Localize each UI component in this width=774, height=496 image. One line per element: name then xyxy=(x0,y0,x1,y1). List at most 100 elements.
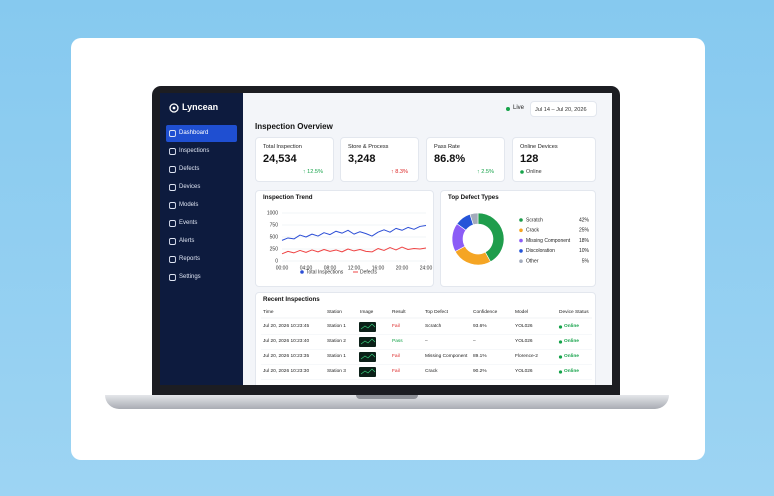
logo-icon xyxy=(169,103,179,113)
chart xyxy=(506,107,510,111)
chart: 0 250 500 750 1000 00:00 04:00 08:00 12:00 16:00 2… xyxy=(267,210,433,275)
stat-change: ↑ 8.3% xyxy=(390,169,408,175)
legend-label: Discoloration xyxy=(526,248,555,254)
table-cell: Online xyxy=(564,354,579,359)
thumbnail xyxy=(359,352,376,362)
nav-item[interactable]: Defects xyxy=(166,161,237,178)
thumbnail xyxy=(359,337,376,347)
table-title: Recent Inspections xyxy=(263,296,320,303)
line-chart-card: Inspection Trend 0 250 500 750 1000 00:00 04:00… xyxy=(255,190,434,287)
table-cell: Crack xyxy=(425,369,438,374)
x-tick-label: 20:00 xyxy=(396,265,409,271)
chart-title: Top Defect Types xyxy=(448,194,499,201)
stat-change: ↑ 2.5% xyxy=(476,169,494,175)
nav-item[interactable]: Settings xyxy=(166,269,237,286)
status-dot xyxy=(520,170,524,174)
laptop-notch xyxy=(356,395,418,399)
stat-value: 24,534 xyxy=(263,153,297,165)
nav-label: Devices xyxy=(179,184,201,190)
table-cell: 93.6% xyxy=(473,324,487,329)
y-tick-label: 500 xyxy=(270,234,279,240)
nav-item[interactable]: Alerts xyxy=(166,233,237,250)
nav-item[interactable]: Inspections xyxy=(166,143,237,160)
table-cell: – xyxy=(425,339,428,344)
nav-icon xyxy=(169,220,176,227)
live-dot xyxy=(506,107,510,111)
value-label: 10% xyxy=(579,248,590,254)
column-header: Model xyxy=(515,310,529,315)
nav-icon xyxy=(169,148,176,155)
stat-label: Online Devices xyxy=(520,144,558,150)
date-picker[interactable]: Jul 14 – Jul 20, 2026 xyxy=(530,101,597,117)
table-cell: Station 1 xyxy=(327,324,346,329)
legend-swatch xyxy=(519,259,523,263)
table-cell: YOL026 xyxy=(515,324,533,329)
nav-icon xyxy=(169,202,176,209)
stat-card: Total Inspection 24,534 ↑ 12.5% xyxy=(255,137,334,182)
nav-label: Dashboard xyxy=(179,130,209,136)
nav-item[interactable]: Devices xyxy=(166,179,237,196)
table-card: Recent Inspections Time Station Image Result… xyxy=(255,292,596,385)
value-label: 25% xyxy=(579,228,590,234)
nav-label: Events xyxy=(179,220,198,226)
donut-slice xyxy=(454,245,491,266)
column-header: Top Defect xyxy=(425,310,448,315)
status-dot xyxy=(558,325,563,329)
nav-item[interactable]: Dashboard xyxy=(166,125,237,142)
table-cell: YOL026 xyxy=(515,369,533,374)
table-cell: YOL026 xyxy=(515,339,533,344)
date-range: Jul 14 – Jul 20, 2026 xyxy=(535,107,587,113)
table-cell: – xyxy=(473,339,476,344)
nav-icon xyxy=(169,274,176,281)
stat-label: Total Inspection xyxy=(263,144,302,150)
thumbnail xyxy=(359,367,376,377)
stat-value: 128 xyxy=(520,153,539,165)
chart xyxy=(169,148,176,155)
table-cell: Jul 20, 2026 10:23:45 xyxy=(263,324,310,329)
thumbnail-line xyxy=(360,323,376,330)
column-header: Result xyxy=(392,310,406,315)
table-cell: Pass xyxy=(392,339,403,344)
value-label: 5% xyxy=(582,259,590,265)
chart xyxy=(261,317,592,380)
legend-swatch xyxy=(519,249,523,253)
table-cell: 89.1% xyxy=(473,354,487,359)
stat-label: Store & Process xyxy=(348,144,389,150)
table-cell: Online xyxy=(564,369,579,374)
nav-item[interactable]: Models xyxy=(166,197,237,214)
y-tick-label: 1000 xyxy=(267,210,278,216)
table-cell: Fail xyxy=(392,369,400,374)
page-title: Inspection Overview xyxy=(255,122,333,131)
stat-card: Online Devices 128 Online xyxy=(512,137,596,182)
chart xyxy=(169,103,179,113)
legend-label: Missing Component xyxy=(526,238,571,244)
table-cell: Online xyxy=(564,339,579,344)
brand-name: Lyncean xyxy=(182,102,219,112)
series-line xyxy=(281,224,427,241)
logo-icon-dot xyxy=(172,106,176,110)
table-cell: 90.2% xyxy=(473,369,487,374)
value-label: 18% xyxy=(579,238,590,244)
main-area: Live Jul 14 – Jul 20, 2026 Inspection Over… xyxy=(243,93,612,385)
chart xyxy=(169,256,176,263)
table-cell: Florence-2 xyxy=(515,354,538,359)
legend-swatch xyxy=(519,228,523,233)
chart xyxy=(520,170,524,174)
table-cell: Station 3 xyxy=(327,369,346,374)
nav-item[interactable]: Reports xyxy=(166,251,237,268)
y-tick-label: 750 xyxy=(270,222,279,228)
chart xyxy=(169,184,176,191)
series-line xyxy=(281,246,427,255)
stat-value: 3,248 xyxy=(348,153,376,165)
y-tick-label: 0 xyxy=(275,258,278,264)
legend-label: Other xyxy=(526,259,539,265)
sidebar: Lyncean Dashboard Inspections Defects Device… xyxy=(160,93,243,385)
laptop-base xyxy=(105,395,669,409)
chart xyxy=(169,238,176,245)
live-status: Live xyxy=(513,105,525,111)
thumbnail-line xyxy=(360,338,376,345)
nav-item[interactable]: Events xyxy=(166,215,237,232)
thumbnail-line xyxy=(360,353,376,360)
nav-icon xyxy=(169,130,176,137)
